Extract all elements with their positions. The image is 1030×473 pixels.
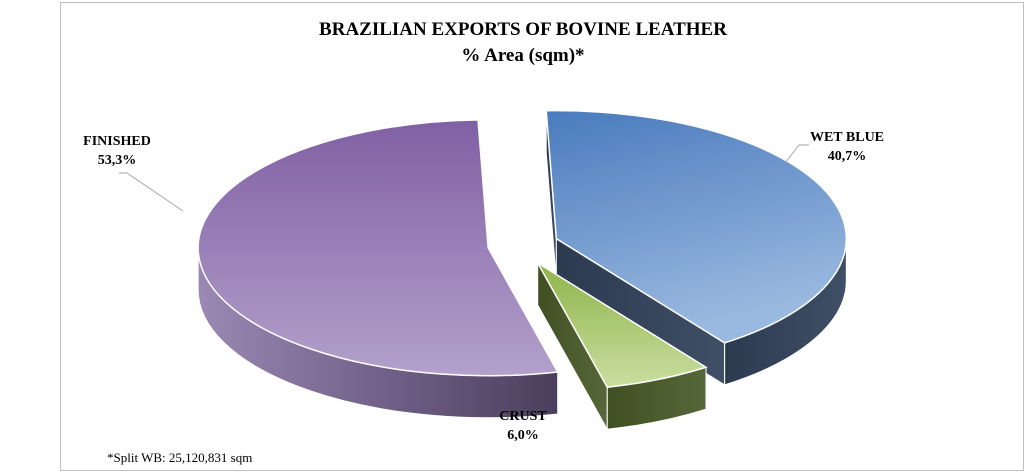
chart-frame: BRAZILIAN EXPORTS OF BOVINE LEATHER % Ar… (60, 2, 1024, 471)
label-wet-blue-name: WET BLUE (810, 130, 884, 145)
label-finished-name: FINISHED (83, 134, 151, 149)
slice-finished (197, 119, 559, 419)
slice-wet-blue-top (545, 109, 848, 344)
slice-label-finished: FINISHED 53,3% (83, 134, 184, 212)
chart-title: BRAZILIAN EXPORTS OF BOVINE LEATHER (319, 19, 727, 40)
label-crust-name: CRUST (499, 409, 547, 424)
pie-chart: BRAZILIAN EXPORTS OF BOVINE LEATHER % Ar… (83, 19, 884, 465)
leader-line-finished (119, 172, 184, 212)
slice-crust (535, 260, 708, 432)
pie-slices (197, 109, 848, 432)
label-finished-value: 53,3% (98, 153, 137, 168)
footnote: *Split WB: 25,120,831 sqm (107, 450, 252, 465)
slice-label-crust: CRUST 6,0% (499, 409, 547, 443)
slice-label-wet-blue: WET BLUE 40,7% (784, 130, 884, 164)
slice-crust-top (535, 260, 708, 389)
label-crust-value: 6,0% (507, 428, 539, 443)
slice-finished-top (197, 119, 559, 377)
slice-wet-blue (545, 109, 848, 386)
leader-line-wet-blue (784, 144, 809, 164)
chart-subtitle: % Area (sqm)* (461, 45, 584, 66)
label-wet-blue-value: 40,7% (828, 149, 867, 164)
